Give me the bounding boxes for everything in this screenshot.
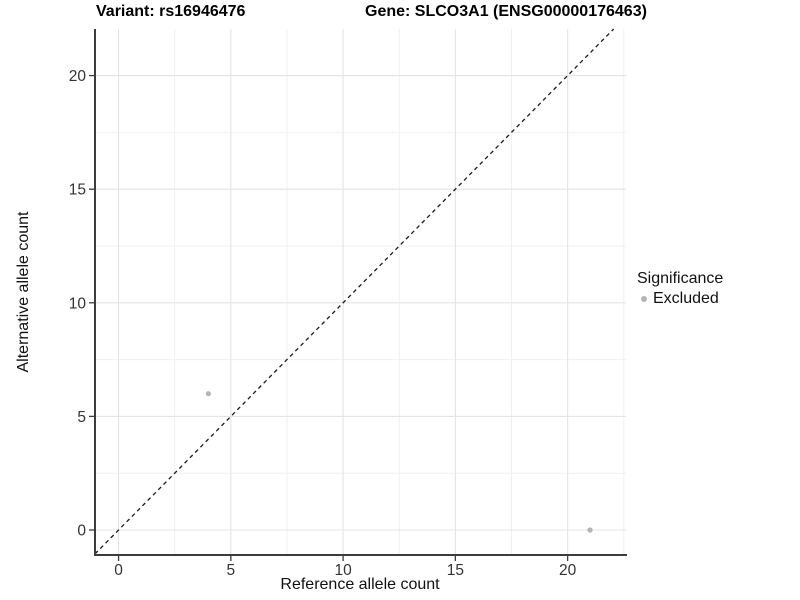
data-point: [587, 527, 593, 533]
plot-title-gene: Gene: SLCO3A1 (ENSG00000176463): [365, 3, 647, 20]
plot-title-variant: Variant: rs16946476: [96, 3, 246, 20]
legend-item-excluded: Excluded: [637, 290, 723, 308]
x-axis-title: Reference allele count: [280, 576, 440, 593]
x-tick-label: 0: [114, 562, 123, 579]
y-tick-label: 15: [69, 182, 86, 199]
x-tick-label: 15: [447, 562, 464, 579]
identity-line: [94, 28, 615, 555]
legend: Significance Excluded: [637, 270, 723, 308]
legend-point-icon: [641, 296, 647, 302]
y-tick-label: 10: [69, 295, 87, 312]
y-tick-label: 0: [77, 523, 86, 540]
data-point: [205, 391, 211, 397]
x-tick-label: 10: [334, 562, 352, 579]
y-tick-label: 5: [77, 409, 86, 426]
legend-item-label: Excluded: [653, 290, 719, 307]
x-tick-label: 5: [227, 562, 236, 579]
legend-title: Significance: [637, 270, 724, 287]
x-tick-label: 20: [559, 562, 577, 579]
y-tick-label: 20: [69, 68, 87, 85]
